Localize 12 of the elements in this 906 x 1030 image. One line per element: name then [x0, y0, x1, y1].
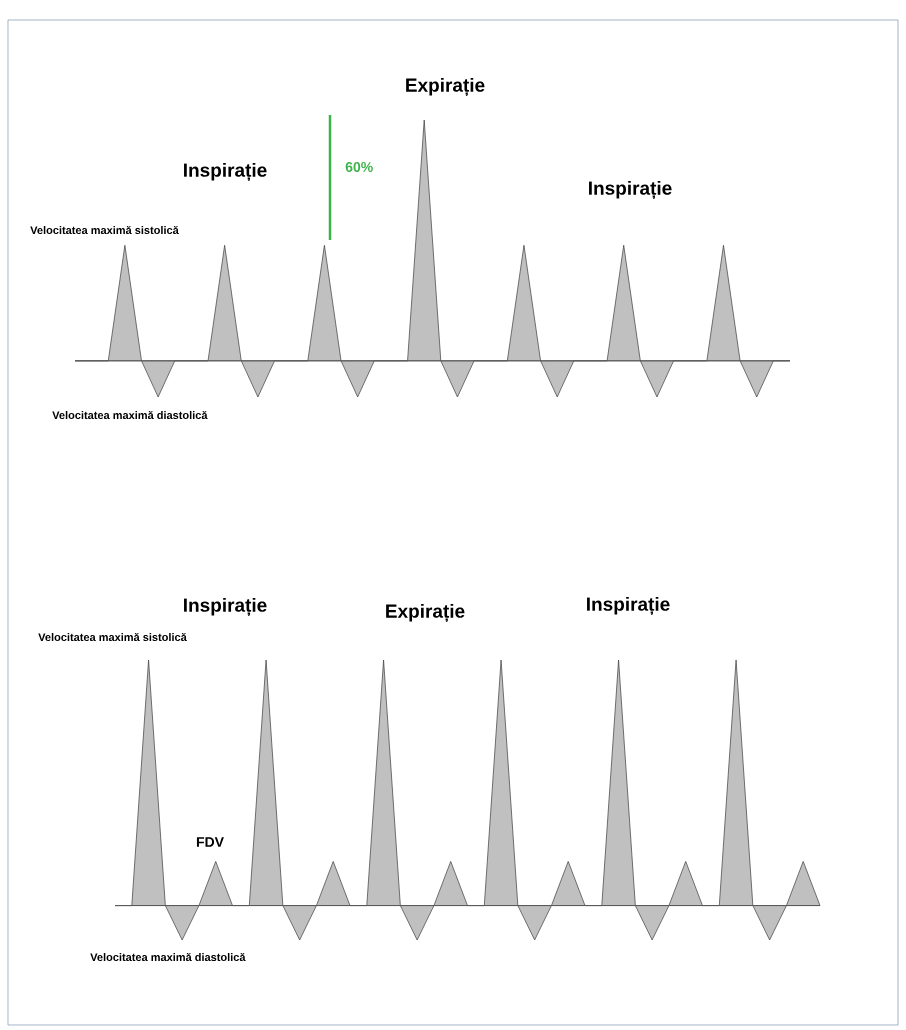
annotation: Inspirație: [589, 180, 672, 200]
text: Expirație: [386, 603, 465, 623]
text: Expirație: [406, 77, 485, 97]
annotation: Velocitatea maximă sistolică: [30, 225, 179, 235]
text: Inspirație: [587, 596, 670, 616]
text: Velocitatea maximă diastolică: [52, 410, 208, 420]
text: Velocitatea maximă sistolică: [38, 632, 187, 642]
annotation: Inspirație: [184, 162, 267, 182]
text: Inspirație: [184, 597, 267, 617]
text: Velocitatea maximă diastolică: [90, 952, 246, 962]
annotation: 60%: [345, 162, 373, 172]
annotation: FDV: [196, 837, 224, 847]
